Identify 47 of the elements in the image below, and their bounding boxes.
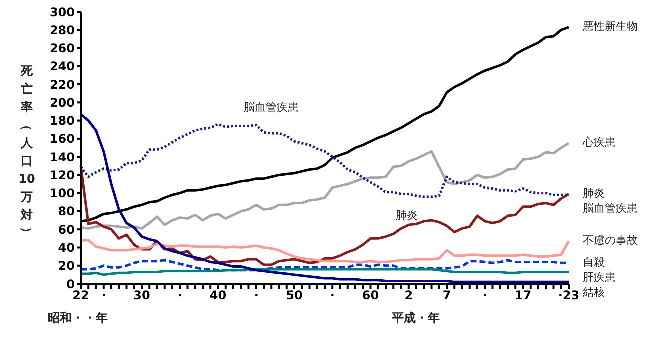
y-tick-label: 240: [50, 60, 75, 74]
x-tick-label: ・: [174, 288, 186, 303]
x-tick-label: 22: [72, 288, 90, 303]
y-tick-label: 160: [50, 132, 75, 146]
series-label: 不慮の事故: [583, 233, 638, 250]
y-tick-label: 60: [58, 222, 75, 237]
y-tick-label: 140: [50, 150, 75, 164]
x-tick-label: 50: [286, 288, 303, 303]
series-label: 悪性新生物: [583, 19, 638, 36]
x-tick-label: ・: [98, 288, 110, 303]
y-tick-label: 0: [66, 277, 75, 292]
x-tick-label: ·23: [558, 288, 580, 303]
line-series: [80, 164, 570, 266]
text: 死亡率（人口10万対）: [18, 64, 36, 239]
x-tick-label: 2: [404, 288, 414, 303]
y-tick-label: 200: [50, 96, 75, 110]
series-label: 脳血管疾患: [583, 201, 638, 218]
x-tick-label: 60: [362, 288, 380, 303]
series-label: 自殺: [583, 255, 605, 272]
line-series: [80, 142, 570, 230]
x-tick-label: ・: [326, 288, 339, 303]
y-tick-label: 300: [50, 5, 75, 20]
x-axis-title: 昭和・・年: [48, 310, 108, 327]
series-label: 肺炎: [583, 186, 605, 202]
text: 平成・年: [392, 310, 440, 327]
line-series: [80, 123, 570, 198]
y-tick-label: 100: [50, 186, 75, 201]
line-series: [80, 239, 570, 264]
x-tick-label: ・: [250, 288, 262, 303]
y-tick-label: 20: [58, 259, 75, 274]
y-tick-label: 260: [50, 42, 75, 56]
x-tick-label: ・: [479, 288, 492, 303]
x-tick-label: 30: [134, 288, 150, 303]
y-tick-label: 180: [50, 114, 75, 128]
series-label: 結核: [583, 285, 605, 302]
x-tick-label: 40: [210, 288, 227, 303]
series-label: 肝疾患: [583, 270, 616, 286]
y-tick-label: 120: [50, 168, 75, 182]
annotation: 脳血管疾患: [244, 100, 299, 115]
x-tick-label: 7: [442, 288, 452, 303]
x-tick-label: 17: [514, 288, 532, 303]
annotation: 肺炎: [396, 208, 418, 223]
y-tick-label: 80: [58, 204, 75, 219]
y-tick-label: 280: [50, 23, 75, 38]
y-tick-label: 40: [58, 240, 75, 255]
y-tick-label: 220: [50, 78, 75, 92]
series-label: 心疾患: [583, 135, 616, 152]
